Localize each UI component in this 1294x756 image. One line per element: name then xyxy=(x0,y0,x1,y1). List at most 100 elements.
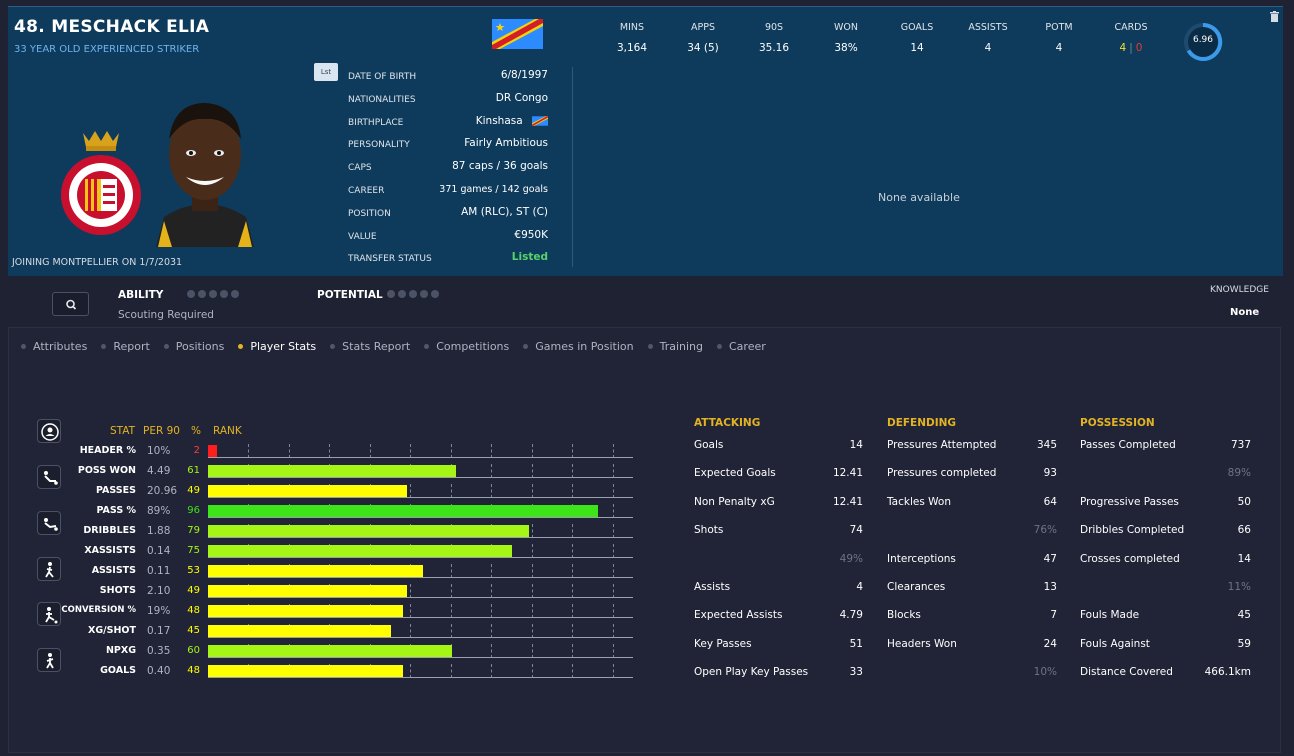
rank-bar-track xyxy=(208,664,633,678)
running-player-icon[interactable] xyxy=(37,557,61,581)
stat-list-value: 737 xyxy=(1230,439,1251,451)
tab-positions[interactable]: Positions xyxy=(163,340,224,353)
stat-list-value: 12.41 xyxy=(832,495,863,508)
trash-icon[interactable] xyxy=(1270,11,1279,22)
stat-percentile: 96 xyxy=(187,505,200,516)
slide-tackle-icon[interactable] xyxy=(37,511,61,535)
stat-list-value: 4.79 xyxy=(839,609,863,622)
stat-list-row: Dribbles Completed 66 xyxy=(1080,524,1251,552)
tab-competitions[interactable]: Competitions xyxy=(424,340,509,353)
striker-icon[interactable] xyxy=(37,648,61,672)
stat-percentile: 48 xyxy=(187,605,200,616)
stat-per90: 4.49 xyxy=(147,465,171,477)
player-info-table: DATE OF BIRTH 6/8/1997 NATIONALITIES DR … xyxy=(348,67,548,272)
player-subtitle: 33 YEAR OLD EXPERIENCED STRIKER xyxy=(14,44,200,55)
stat-value-goals: 14 xyxy=(910,42,924,54)
grid-tick xyxy=(532,464,533,478)
tab-player-stats[interactable]: Player Stats xyxy=(238,340,316,353)
tab-attributes[interactable]: Attributes xyxy=(21,340,87,353)
birthplace-value[interactable]: Kinshasa xyxy=(475,114,523,127)
tab-label: Stats Report xyxy=(342,340,411,353)
grid-tick xyxy=(613,644,614,658)
info-label: TRANSFER STATUS xyxy=(348,254,432,265)
stat-list-value: 11% xyxy=(1227,580,1251,593)
stat-list-label: Fouls Made xyxy=(1080,609,1140,622)
player-name: 48. MESCHACK ELIA xyxy=(14,17,210,37)
stat-label: HEADER % xyxy=(79,445,136,456)
stat-label: NPXG xyxy=(105,645,136,656)
rank-bar-track xyxy=(208,624,633,638)
info-value: 371 games / 142 goals xyxy=(439,183,548,195)
rank-bar xyxy=(208,545,512,558)
stat-list-value: 466.1km xyxy=(1204,666,1251,679)
stat-per90: 19% xyxy=(147,605,171,617)
chart-header-rank: RANK xyxy=(213,425,242,437)
stat-list-label: Expected Assists xyxy=(694,609,783,622)
stat-per90: 1.88 xyxy=(147,525,171,537)
stat-list-value: 50 xyxy=(1237,495,1251,508)
info-value[interactable]: DR Congo xyxy=(495,91,548,104)
stat-list-row: Passes Completed 737 xyxy=(1080,439,1251,467)
info-value: AM (RLC), ST (C) xyxy=(461,205,548,218)
stat-percentile: 53 xyxy=(187,565,200,576)
stat-list-label: Dribbles Completed xyxy=(1080,524,1185,537)
grid-tick xyxy=(613,664,614,678)
rank-bar-track xyxy=(208,564,633,578)
grid-tick xyxy=(410,444,411,458)
rank-bar xyxy=(208,505,598,518)
yellow-cards-value: 4 xyxy=(1119,42,1127,54)
stat-list-value: 64 xyxy=(1043,495,1057,508)
info-row-position: POSITION AM (RLC), ST (C) xyxy=(348,204,548,227)
stat-list-label: Open Play Key Passes xyxy=(694,666,809,679)
player-portrait xyxy=(146,99,264,247)
info-row-career: CAREER 371 games / 142 goals xyxy=(348,181,548,204)
stat-list-row: Blocks 7 xyxy=(887,609,1057,637)
grid-tick xyxy=(572,564,573,578)
scout-search-button[interactable] xyxy=(52,292,89,316)
stat-list-label: Tackles Won xyxy=(887,495,951,508)
tab-career[interactable]: Career xyxy=(717,340,766,353)
shooting-player-icon[interactable] xyxy=(37,602,61,626)
bar-baseline xyxy=(208,537,633,538)
grid-tick xyxy=(613,444,614,458)
stat-list-row: 89% xyxy=(1080,467,1251,495)
tab-label: Player Stats xyxy=(250,340,317,353)
grid-tick xyxy=(532,664,533,678)
stat-label: SHOTS xyxy=(99,585,136,596)
stat-list-value: 51 xyxy=(849,637,863,650)
stat-per90: 10% xyxy=(147,445,171,457)
player-filter-icon[interactable] xyxy=(37,419,61,443)
bar-baseline xyxy=(208,477,633,478)
info-value: 6/8/1997 xyxy=(500,69,548,81)
stat-list-row: 76% xyxy=(887,524,1057,552)
grid-tick xyxy=(613,584,614,598)
stat-list-label: Goals xyxy=(694,439,724,451)
stat-value-potm: 4 xyxy=(1055,42,1063,54)
stat-per90: 20.96 xyxy=(147,485,178,497)
grid-tick xyxy=(491,484,492,498)
grid-tick xyxy=(572,644,573,658)
dr-congo-mini-flag-icon xyxy=(532,115,548,126)
stat-list-label: Key Passes xyxy=(694,637,752,650)
bar-baseline xyxy=(208,657,633,658)
stat-label: XG/SHOT xyxy=(88,625,136,636)
grid-tick xyxy=(451,604,452,618)
rank-bar-track xyxy=(208,524,633,538)
bar-baseline xyxy=(208,497,633,498)
tab-games-in-position[interactable]: Games in Position xyxy=(523,340,634,353)
stat-label: ASSISTS xyxy=(91,565,136,576)
tab-stats-report[interactable]: Stats Report xyxy=(330,340,410,353)
stat-list-label: Assists xyxy=(694,580,731,593)
grid-tick xyxy=(572,604,573,618)
dr-congo-flag-icon xyxy=(492,19,543,49)
tackle-icon[interactable] xyxy=(37,465,61,489)
stat-list-label: Pressures Attempted xyxy=(887,439,997,451)
stat-row: DRIBBLES 1.88 79 xyxy=(60,523,640,539)
grid-tick xyxy=(491,644,492,658)
tab-report[interactable]: Report xyxy=(101,340,150,353)
grid-tick xyxy=(532,624,533,638)
stat-list-row: Crosses completed 14 xyxy=(1080,553,1251,581)
rank-bar xyxy=(208,465,456,478)
tab-training[interactable]: Training xyxy=(647,340,703,353)
stat-per90: 0.14 xyxy=(147,545,171,557)
